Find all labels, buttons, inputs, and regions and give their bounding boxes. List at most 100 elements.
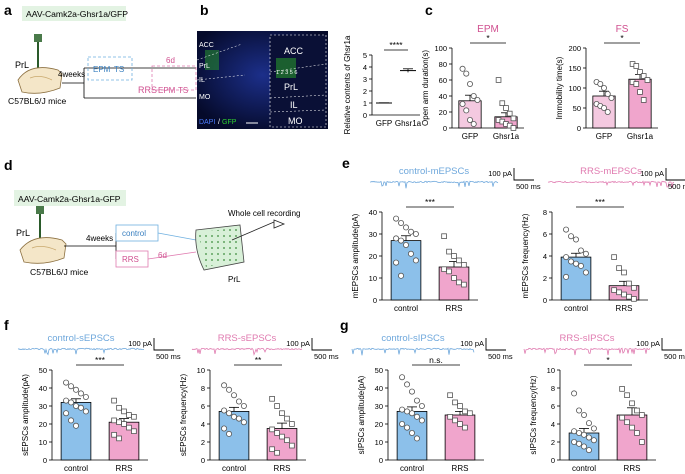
significance-label: ***: [95, 355, 106, 365]
y-tick-label: 150: [568, 64, 581, 73]
significance-label: *: [606, 355, 610, 365]
inset-mo: MO: [288, 116, 303, 126]
data-point: [462, 424, 468, 431]
data-point: [404, 381, 411, 388]
y-tick-label: 2: [543, 274, 547, 283]
significance-label: ***: [595, 197, 606, 207]
data-point: [619, 386, 625, 392]
syringe-icon: [34, 34, 42, 42]
data-point: [576, 429, 583, 436]
data-point: [402, 224, 409, 231]
test-ts: TS: [114, 65, 124, 74]
data-point: [577, 247, 584, 254]
data-point: [221, 382, 228, 389]
y-tick-label: 0: [43, 456, 47, 465]
scale-bar-f-left: 100 pA 500 ms: [128, 338, 181, 361]
mouse-head-icon: [19, 237, 67, 264]
trace-label: RRS-sIPSCs: [560, 333, 615, 344]
scale-time-label: 500 ms: [488, 352, 513, 361]
test-epm: EPM: [93, 65, 111, 74]
y-tick-label: 50: [375, 366, 383, 375]
data-point: [563, 226, 570, 233]
y-tick-label: 6: [201, 402, 205, 411]
y-tick-label: 40: [439, 92, 447, 101]
mice-label: C57BL6/J mice: [30, 267, 88, 277]
data-point: [506, 110, 513, 117]
trace-line: [370, 180, 499, 189]
y-tick-label: 20: [375, 420, 383, 429]
data-point: [590, 425, 597, 432]
data-point: [571, 428, 578, 435]
data-point: [629, 424, 635, 431]
scale-bar-g-right: 100 pA 500 ms: [636, 338, 685, 361]
y-tick-label: 5: [363, 51, 367, 60]
y-tick-label: 6: [551, 402, 555, 411]
data-point: [633, 63, 640, 69]
y-tick-label: 0: [379, 456, 383, 465]
x-tick-label: RRS: [616, 304, 633, 313]
data-point: [274, 449, 280, 456]
panel-letter: b: [200, 2, 209, 18]
y-tick-label: 4: [543, 252, 547, 261]
data-point: [495, 77, 502, 83]
scale-amp-label: 100 pA: [488, 169, 512, 178]
chart-b: 0 1 2 3 4 5 Relative contents of Ghsr1a GFP Ghsr…: [343, 35, 422, 134]
chart-g-freq: 0 2 4 6 8 10 sIPSCs frequency(Hz) control RRS *: [529, 355, 656, 473]
region-acc: ACC: [199, 42, 214, 49]
data-point: [604, 91, 611, 98]
mice-label: C57BL6/J mice: [8, 96, 66, 106]
data-point: [226, 410, 233, 417]
trace-label: RRS-sEPSCs: [218, 333, 277, 344]
data-point: [639, 439, 645, 445]
trace-control-mepscs: control-mEPSCs: [370, 166, 499, 189]
data-point: [634, 407, 640, 414]
data-point: [634, 430, 640, 436]
data-point: [284, 415, 290, 422]
data-point: [582, 250, 589, 257]
data-point: [235, 415, 242, 422]
y-tick-label: 40: [369, 208, 377, 217]
x-tick-label: RRS: [452, 464, 469, 473]
data-point: [624, 419, 630, 425]
data-point: [457, 421, 463, 427]
data-point: [573, 260, 580, 267]
scale-bar-lines: [513, 168, 534, 181]
data-point: [576, 440, 583, 447]
trace-label: control-mEPSCs: [399, 166, 469, 177]
y-tick-label: 10: [547, 366, 555, 375]
x-tick-label: control: [394, 304, 418, 313]
data-point: [467, 410, 473, 416]
scale-time-label: 500 ms: [516, 182, 541, 191]
inset-il: IL: [290, 100, 298, 110]
recording-label: Whole cell recording: [228, 209, 300, 218]
scale-bar-lines: [311, 338, 332, 351]
test-ts-after: TS: [178, 86, 188, 95]
data-point: [510, 125, 517, 131]
bar-Ghsr1a: [628, 78, 652, 129]
data-point: [269, 446, 275, 452]
bar-RRS: [108, 421, 140, 461]
y-tick-label: 200: [568, 44, 581, 53]
significance-label: ***: [425, 197, 436, 207]
y-tick-label: 2: [551, 438, 555, 447]
x-tick-label: control: [222, 464, 246, 473]
x-tick-label: RRS: [116, 464, 133, 473]
scale-time-label: 500 ms: [668, 182, 685, 191]
y-tick-label: 30: [369, 230, 377, 239]
panel-d: d AAV-Camk2a-Ghsr1a-GFP PrL C57BL6/J mic…: [4, 157, 300, 284]
rrs-days: 6d: [166, 56, 175, 65]
data-point: [111, 417, 117, 424]
virus-label: AAV-Camk2a-Ghsr1a/GFP: [26, 9, 128, 19]
data-point: [68, 399, 75, 406]
y-tick-label: 40: [375, 384, 383, 393]
data-point: [499, 100, 506, 107]
data-point: [462, 408, 468, 415]
y-axis-label: Immobility time(s): [555, 56, 564, 119]
rrs-days: 6d: [158, 251, 167, 260]
data-point: [597, 81, 604, 88]
data-point: [284, 437, 290, 443]
data-point: [116, 435, 122, 442]
y-tick-label: 2: [363, 87, 367, 96]
panel-letter: e: [342, 155, 350, 171]
